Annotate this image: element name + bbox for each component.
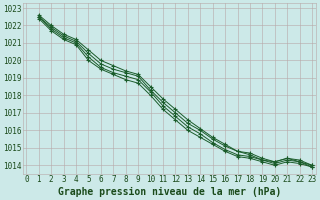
- X-axis label: Graphe pression niveau de la mer (hPa): Graphe pression niveau de la mer (hPa): [58, 187, 281, 197]
